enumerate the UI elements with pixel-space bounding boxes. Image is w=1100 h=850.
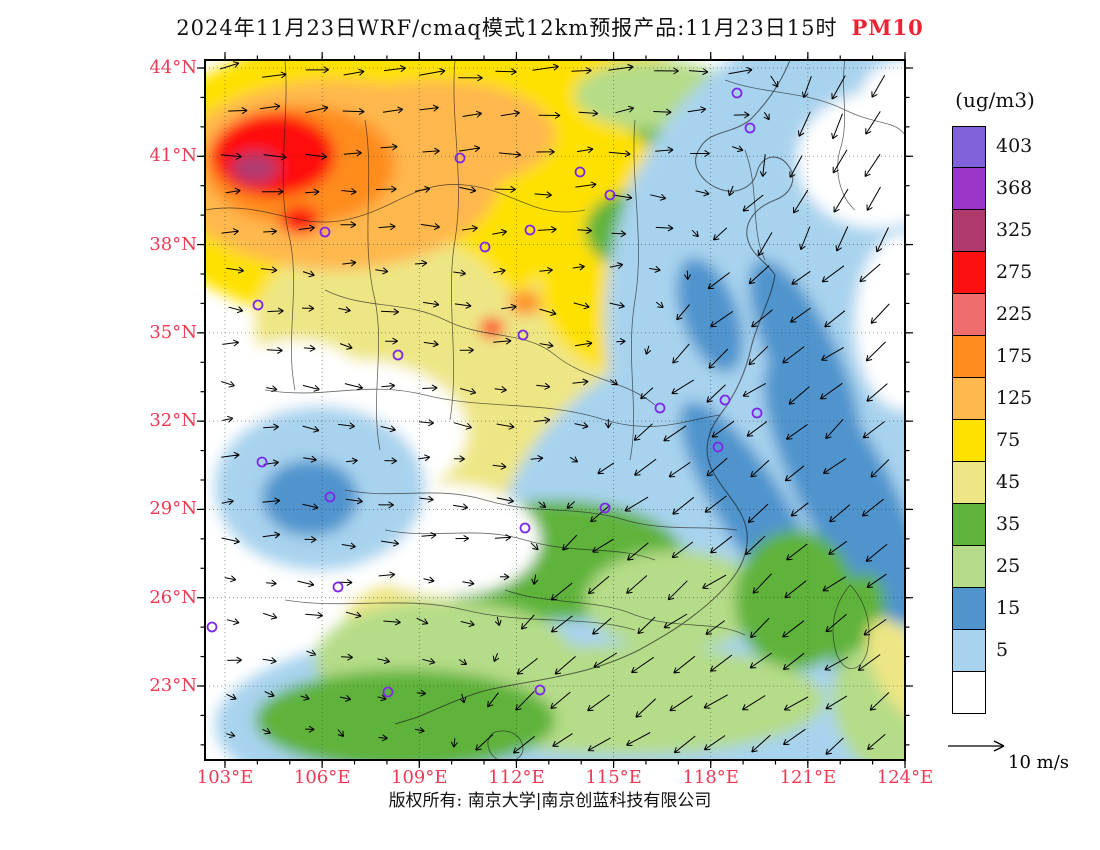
lon-tick-label: 112°E (488, 767, 545, 788)
station-marker (319, 226, 331, 238)
korea-coast (837, 60, 856, 211)
lat-tick-label: 38°N (149, 233, 197, 255)
station-markers (206, 87, 763, 698)
legend-tick-label: 15 (996, 597, 1021, 619)
lat-tick-label: 41°N (149, 145, 197, 167)
station-marker (731, 87, 743, 99)
legend-tick-label: 368 (996, 177, 1033, 199)
station-marker (479, 241, 491, 253)
station-marker (574, 166, 586, 178)
station-marker (517, 329, 529, 341)
map-plot-area (197, 52, 913, 768)
station-marker (599, 502, 611, 514)
station-marker (751, 407, 763, 419)
lon-tick-label: 109°E (391, 767, 448, 788)
station-marker (332, 581, 344, 593)
chart-title: 2024年11月23日WRF/cmaq模式12km预报产品:11月23日15时 P… (0, 12, 1100, 42)
station-marker (712, 441, 724, 453)
taiwan-outline (832, 584, 870, 669)
legend-tick-label: 75 (996, 429, 1021, 451)
legend-color-segment (952, 336, 986, 378)
legend-tick-label: 5 (996, 639, 1009, 661)
copyright-footer: 版权所有: 南京大学|南京创蓝科技有限公司 (388, 791, 712, 811)
legend-color-segment (952, 504, 986, 546)
lat-tick-label: 44°N (149, 57, 197, 78)
lon-tick-label: 121°E (779, 767, 837, 788)
legend-color-segment (952, 378, 986, 420)
lat-tick-label: 23°N (149, 674, 197, 696)
legend-color-segment (952, 252, 986, 294)
legend-colorbar (952, 126, 986, 714)
station-marker (206, 621, 218, 633)
legend-color-segment (952, 294, 986, 336)
station-marker (519, 522, 531, 534)
station-marker (534, 684, 546, 696)
station-marker (324, 491, 336, 503)
legend-color-segment (952, 546, 986, 588)
graticule (205, 60, 906, 760)
station-marker (744, 122, 756, 134)
lon-tick-label: 115°E (585, 767, 642, 788)
lon-tick-label: 103°E (196, 767, 254, 788)
station-marker (454, 152, 466, 164)
wind-vectors (219, 61, 890, 755)
legend-tick-label: 125 (996, 387, 1033, 409)
contour-map (197, 52, 913, 768)
legend-color-segment (952, 672, 986, 714)
legend-color-segment (952, 168, 986, 210)
wind-reference-arrow-icon (948, 740, 1005, 752)
chart-title-pollutant: PM10 (851, 15, 924, 40)
pm10-concentration-field (205, 60, 905, 760)
station-marker (252, 299, 264, 311)
lat-tick-label: 35°N (149, 321, 197, 343)
wind-reference-label: 10 m/s (1008, 752, 1069, 773)
legend-tick-label: 403 (996, 135, 1033, 157)
lon-tick-label: 106°E (293, 767, 351, 788)
station-marker (524, 224, 536, 236)
legend-color-segment (952, 210, 986, 252)
legend-tick-label: 35 (996, 513, 1021, 535)
legend-tick-label: 25 (996, 555, 1021, 577)
lat-tick-label: 26°N (149, 586, 197, 608)
lon-tick-label: 124°E (876, 767, 934, 788)
lon-tick-label: 118°E (682, 767, 739, 788)
legend-tick-label: 325 (996, 219, 1033, 241)
legend-tick-label: 225 (996, 303, 1033, 325)
legend-color-segment (952, 420, 986, 462)
legend-tick-label: 45 (996, 471, 1021, 493)
legend-color-segment (952, 462, 986, 504)
lat-tick-label: 32°N (149, 410, 197, 432)
station-marker (382, 686, 394, 698)
legend-color-segment (952, 126, 986, 168)
station-marker (256, 456, 268, 468)
legend-tick-label: 275 (996, 261, 1033, 283)
legend-color-segment (952, 588, 986, 630)
legend-tick-label: 175 (996, 345, 1033, 367)
station-marker (604, 189, 616, 201)
lat-tick-label: 29°N (149, 498, 197, 520)
legend-unit-label: (ug/m3) (955, 88, 1035, 112)
hainan-outline (487, 730, 524, 760)
station-marker (654, 402, 666, 414)
station-marker (392, 349, 404, 361)
chart-title-main: 2024年11月23日WRF/cmaq模式12km预报产品:11月23日15时 (176, 16, 838, 40)
coastline (394, 60, 794, 725)
map-frame (204, 59, 906, 761)
legend-color-segment (952, 630, 986, 672)
station-marker (719, 394, 731, 406)
